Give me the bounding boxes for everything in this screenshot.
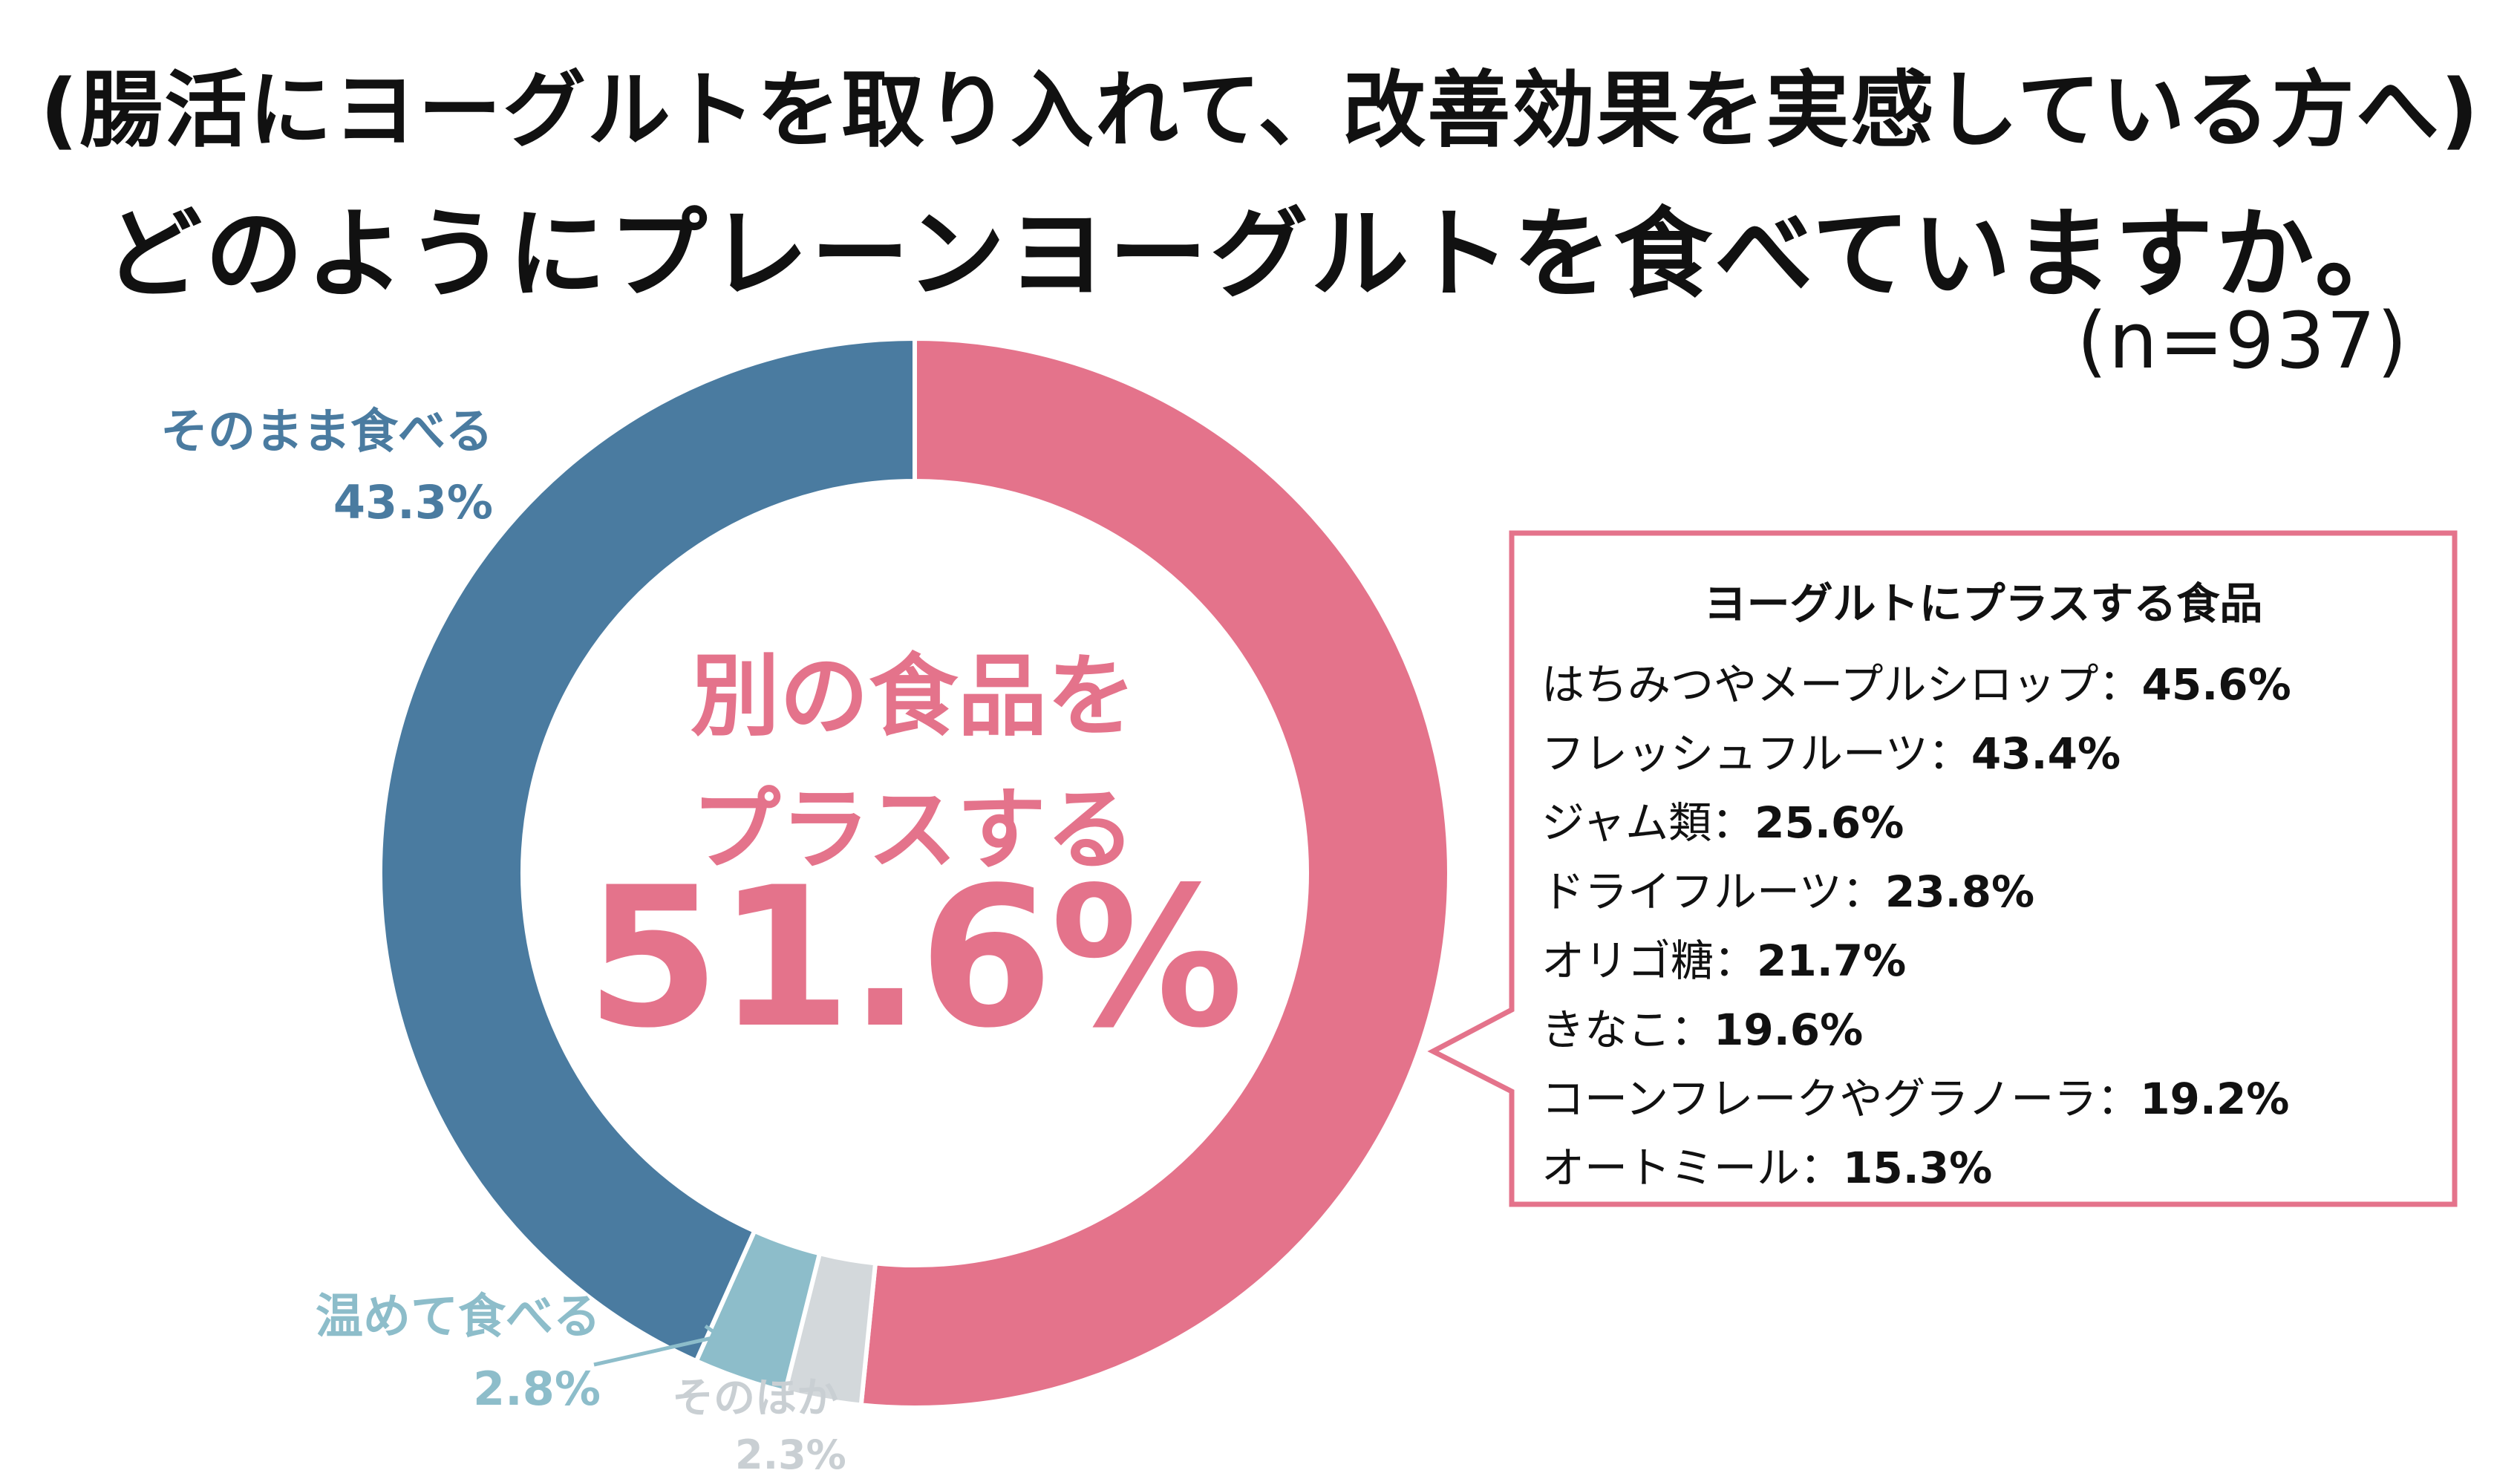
callout-item-name: はちみつやメープルシロップ： [1541, 659, 2142, 710]
callout-item-value: 23.8% [1884, 866, 2035, 917]
sample-size: (n=937) [2077, 296, 2409, 386]
callout-item-name: オートミール： [1541, 1143, 1844, 1193]
callout-bubble [1427, 530, 2458, 1207]
callout-item-name: フレッシュフルーツ： [1541, 728, 1971, 779]
label-other-value: 2.3% [735, 1431, 846, 1478]
warm-label-arrow [593, 1324, 724, 1367]
callout-item-name: コーンフレークやグラノーラ： [1541, 1074, 2141, 1124]
callout-item: オートミール：15.3% [1541, 1134, 2425, 1203]
donut-slices [378, 336, 1452, 1410]
chart-title: どのようにプレーンヨーグルトを食べていますか。 [104, 197, 2416, 312]
callout-item: コーンフレークやグラノーラ：19.2% [1541, 1065, 2425, 1134]
callout-item: きなこ：19.6% [1541, 996, 2425, 1065]
callout-item-name: ジャム類： [1541, 797, 1755, 848]
callout-item: フレッシュフルーツ：43.4% [1541, 719, 2425, 789]
callout-item: ジャム類：25.6% [1541, 789, 2425, 858]
callout-list: はちみつやメープルシロップ：45.6% フレッシュフルーツ：43.4% ジャム類：2… [1541, 650, 2425, 1203]
callout-item-value: 43.4% [1971, 728, 2121, 779]
callout-item-value: 21.7% [1757, 936, 1907, 986]
label-other-name: そのほか [672, 1374, 838, 1423]
callout-box [1427, 530, 2458, 1207]
label-warm-value: 2.8% [473, 1362, 601, 1416]
chart-subtitle: (腸活にヨーグルトを取り入れて、改善効果を実感している方へ) [39, 62, 2481, 159]
donut-slice-0 [858, 336, 1452, 1410]
callout-item-name: ドライフルーツ： [1541, 866, 1885, 917]
donut-slice-3 [378, 336, 917, 1365]
label-plain-value: 43.3% [333, 475, 493, 529]
callout-title: ヨーグルトにプラスする食品 [1703, 578, 2263, 629]
callout-item-value: 15.3% [1843, 1143, 1993, 1193]
callout-item-value: 45.6% [2141, 659, 2291, 710]
label-warm-name: 温めて食べる [316, 1290, 601, 1345]
callout-item: オリゴ糖：21.7% [1541, 927, 2425, 996]
center-label-line1: 別の食品を [691, 645, 1136, 748]
label-plain-name: そのまま食べる [160, 405, 493, 460]
callout-item: はちみつやメープルシロップ：45.6% [1541, 650, 2425, 719]
callout-content: ヨーグルトにプラスする食品 はちみつやメープルシロップ：45.6% フレッシュフル… [1512, 533, 2455, 1204]
center-value: 51.6% [585, 846, 1244, 1071]
callout-item-name: きなこ： [1541, 1005, 1714, 1055]
callout-item-value: 25.6% [1754, 797, 1904, 848]
center-label-line2: プラスする [691, 779, 1135, 882]
callout-item: ドライフルーツ：23.8% [1541, 858, 2425, 927]
callout-item-name: オリゴ糖： [1541, 936, 1757, 986]
callout-item-value: 19.2% [2140, 1074, 2290, 1124]
callout-item-value: 19.6% [1714, 1005, 1864, 1055]
